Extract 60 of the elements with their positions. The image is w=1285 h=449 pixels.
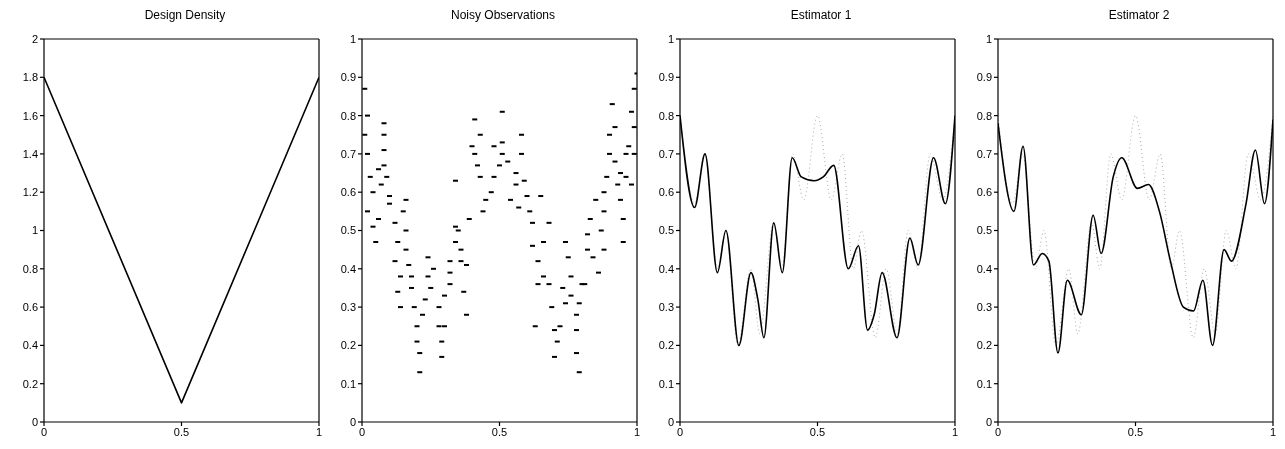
x-tick-label: 0.5: [1127, 425, 1144, 438]
y-tick-label: 0.7: [340, 147, 356, 160]
y-tick-label: 1: [985, 32, 992, 45]
y-tick-label: 0.8: [340, 109, 356, 122]
x-tick-label: 0.5: [809, 425, 826, 438]
y-tick-label: 1.6: [22, 109, 38, 122]
y-tick-label: 0.6: [340, 186, 356, 199]
y-tick-label: 2: [31, 32, 38, 45]
y-tick-label: 0.8: [658, 109, 674, 122]
y-tick-label: 1.8: [22, 71, 38, 84]
y-tick-label: 0.7: [976, 147, 992, 160]
y-tick-label: 0.3: [658, 301, 674, 314]
y-tick-label: 0.6: [658, 186, 674, 199]
chart-title: Estimator 1: [789, 8, 853, 24]
x-tick-label: 1: [315, 425, 323, 438]
y-tick-label: 0.3: [976, 301, 992, 314]
y-tick-label: 0: [667, 415, 674, 428]
y-tick-label: 1: [31, 224, 38, 237]
y-tick-label: 0.1: [658, 377, 674, 390]
y-tick-label: 0.5: [658, 224, 674, 237]
chart-title: Design Density: [143, 8, 227, 24]
x-tick-label: 0: [676, 425, 684, 438]
y-tick-label: 0.6: [976, 186, 992, 199]
y-tick-label: 0.9: [658, 71, 674, 84]
x-tick-label: 1: [633, 425, 641, 438]
chart-title: Noisy Observations: [449, 8, 556, 24]
y-tick-label: 0.8: [976, 109, 992, 122]
y-tick-label: 0.5: [340, 224, 356, 237]
y-tick-label: 0.4: [976, 262, 992, 275]
y-tick-label: 0: [985, 415, 992, 428]
x-tick-label: 1: [951, 425, 959, 438]
y-tick-label: 0: [31, 415, 38, 428]
y-tick-label: 0.1: [340, 377, 356, 390]
y-tick-label: 0.4: [340, 262, 356, 275]
y-tick-label: 1: [667, 32, 674, 45]
y-tick-label: 1.4: [22, 147, 38, 160]
x-tick-label: 0.5: [491, 425, 508, 438]
y-tick-label: 0.4: [658, 262, 674, 275]
y-tick-label: 1: [349, 32, 356, 45]
y-tick-label: 0.9: [976, 71, 992, 84]
y-tick-label: 0: [349, 415, 356, 428]
x-tick-label: 1: [1269, 425, 1277, 438]
y-tick-label: 0.8: [22, 262, 38, 275]
x-tick-label: 0: [40, 425, 48, 438]
y-tick-label: 0.4: [22, 339, 38, 352]
y-tick-label: 0.5: [976, 224, 992, 237]
y-tick-label: 1.2: [22, 186, 38, 199]
y-tick-label: 0.9: [340, 71, 356, 84]
x-tick-label: 0: [994, 425, 1002, 438]
y-tick-label: 0.2: [658, 339, 674, 352]
chart-title: Estimator 2: [1107, 8, 1171, 24]
x-tick-label: 0: [358, 425, 366, 438]
y-tick-label: 0.1: [976, 377, 992, 390]
y-tick-label: 0.7: [658, 147, 674, 160]
x-tick-label: 0.5: [173, 425, 190, 438]
y-tick-label: 0.2: [22, 377, 38, 390]
y-tick-label: 0.2: [976, 339, 992, 352]
y-tick-label: 0.3: [340, 301, 356, 314]
y-tick-label: 0.2: [340, 339, 356, 352]
y-tick-label: 0.6: [22, 301, 38, 314]
